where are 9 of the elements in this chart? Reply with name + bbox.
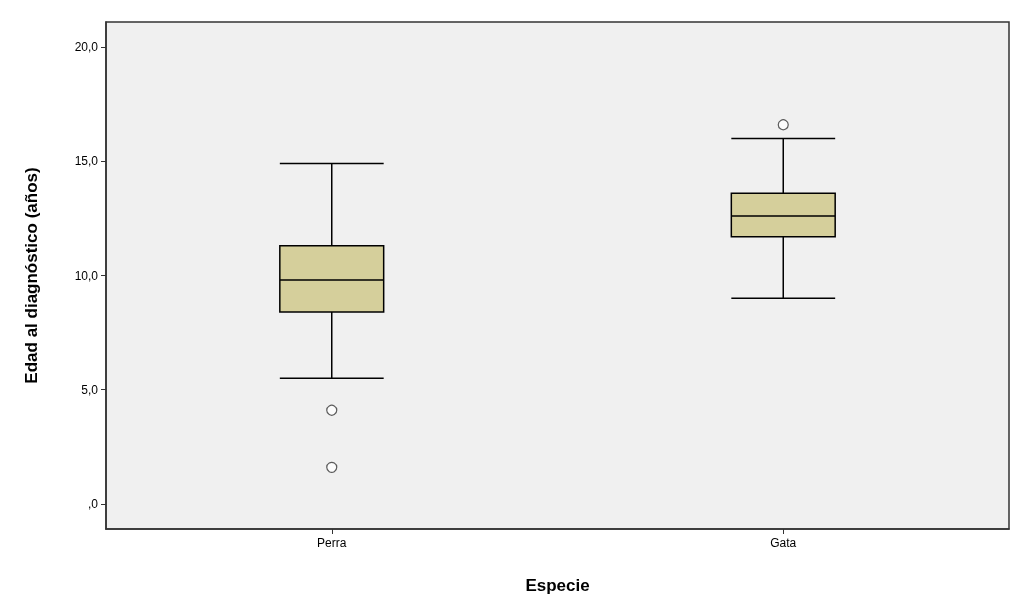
y-tick-label: ,0 bbox=[87, 496, 99, 511]
x-tick-label: Gata bbox=[770, 536, 797, 550]
y-tick-label: 10,0 bbox=[74, 268, 99, 283]
y-tick-label: 15,0 bbox=[74, 154, 99, 169]
x-axis-title: Especie bbox=[525, 576, 590, 595]
y-tick-label: 20,0 bbox=[74, 40, 99, 55]
x-tick-label: Perra bbox=[317, 536, 347, 550]
y-axis-title: Edad al diagnóstico (años) bbox=[22, 167, 41, 384]
y-tick-label: 5,0 bbox=[81, 382, 99, 397]
